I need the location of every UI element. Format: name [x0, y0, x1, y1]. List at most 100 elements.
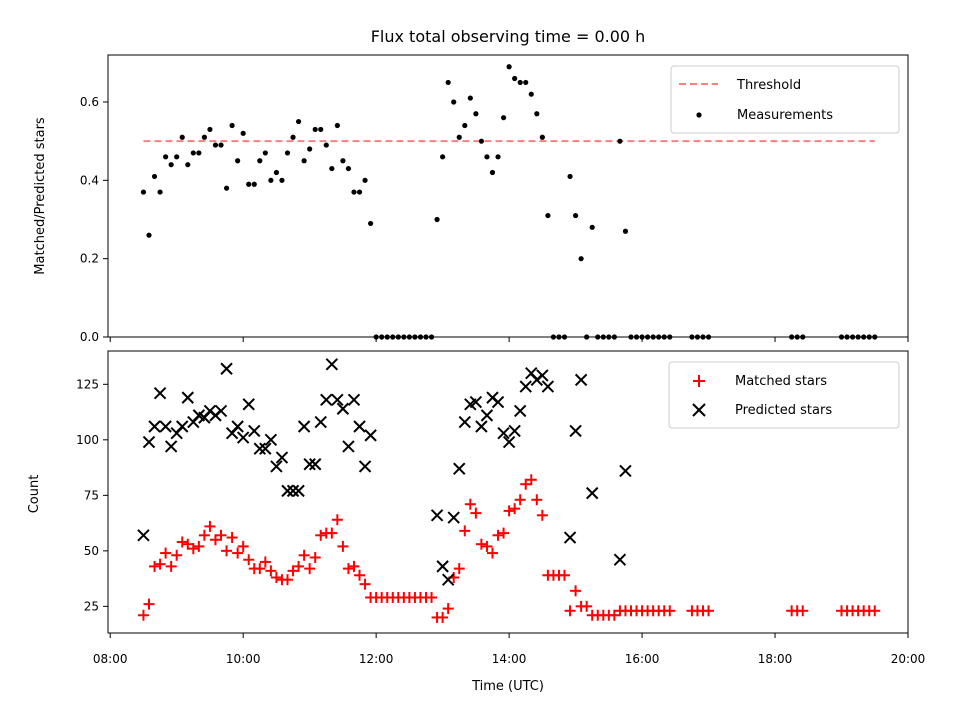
matched-star-marker: [331, 514, 343, 526]
measurement-point: [218, 142, 224, 148]
predicted-star-marker: [469, 395, 483, 409]
predicted-star-marker: [148, 420, 161, 433]
matched-star-marker: [259, 556, 271, 568]
predicted-star-marker: [502, 435, 516, 449]
matched-star-marker: [309, 552, 321, 564]
matched-star-marker: [869, 605, 881, 617]
measurement-point: [517, 79, 523, 86]
legend-predicted-label: Predicted stars: [735, 403, 832, 418]
top-y-axis-label: Matched/Predicted stars: [33, 117, 48, 275]
predicted-star-marker: [619, 464, 632, 478]
measurement-point: [578, 256, 584, 262]
matched-star-marker: [486, 547, 498, 559]
matched-star-marker: [525, 474, 537, 486]
matched-star-marker: [797, 605, 809, 617]
measurement-point: [251, 181, 257, 187]
measurement-point: [622, 228, 629, 234]
measurement-point: [257, 158, 263, 164]
measurement-point: [462, 122, 468, 129]
measurement-point: [567, 173, 573, 180]
predicted-star-marker: [458, 415, 471, 429]
measurement-point: [539, 134, 545, 140]
predicted-star-marker: [569, 424, 582, 438]
x-tick-label: 18:00: [758, 652, 793, 666]
predicted-star-marker: [508, 424, 521, 438]
predicted-star-marker: [430, 509, 444, 522]
predicted-star-marker: [519, 380, 532, 393]
predicted-star-marker: [236, 431, 250, 444]
predicted-star-marker: [220, 362, 233, 375]
matched-star-marker: [475, 538, 487, 550]
x-axis-label: Time (UTC): [471, 679, 544, 694]
bottom-legend-box: [668, 361, 900, 429]
top-y-tick-label: 0.4: [80, 173, 99, 187]
matched-star-marker: [503, 505, 515, 517]
bottom-y-tick-label: 125: [76, 377, 99, 391]
predicted-star-marker: [536, 369, 549, 382]
matched-star-marker: [559, 569, 571, 581]
top-legend: Threshold Measurements: [670, 65, 900, 134]
predicted-star-marker: [153, 386, 167, 400]
matched-star-marker: [492, 529, 504, 541]
matched-star-marker: [232, 547, 244, 559]
bottom-panel: 25 50 75 100 125 08:00 10:00 12:00 14:00 16:00 18:…: [27, 350, 926, 694]
top-y-tick-label: 0.6: [80, 95, 99, 109]
matched-star-marker: [608, 609, 620, 621]
measurement-point: [451, 99, 457, 105]
measurement-point: [512, 75, 518, 82]
matched-star-marker: [459, 525, 471, 537]
predicted-star-marker: [270, 460, 283, 473]
measurement-point: [323, 142, 329, 148]
measurement-point: [212, 142, 219, 148]
matched-star-marker: [226, 532, 238, 544]
measurement-point: [489, 169, 496, 176]
predicted-star-marker: [320, 393, 333, 407]
predicted-star-marker: [308, 458, 322, 471]
legend-measurements-swatch: [696, 112, 702, 118]
measurement-point: [268, 177, 274, 183]
predicted-star-marker: [259, 442, 272, 455]
x-tick-label: 16:00: [625, 652, 660, 666]
measurement-point: [362, 177, 368, 183]
predicted-star-marker: [159, 420, 172, 433]
x-tick-label: 14:00: [492, 652, 527, 666]
legend-measurements-label: Measurements: [737, 108, 833, 123]
matched-star-marker: [204, 520, 216, 532]
matched-star-marker: [165, 560, 177, 572]
x-tick-label: 08:00: [93, 652, 128, 666]
measurement-point: [345, 165, 352, 172]
matched-star-marker: [254, 563, 266, 575]
matched-star-marker: [149, 560, 161, 572]
matched-star-marker: [354, 569, 366, 581]
legend-matched-swatch: [693, 375, 705, 387]
measurement-point: [456, 134, 462, 140]
matched-star-marker: [570, 585, 582, 597]
matched-star-marker: [270, 571, 282, 583]
predicted-star-marker: [453, 462, 466, 475]
measurement-point: [146, 232, 152, 238]
bottom-legend: Matched stars Predicted stars: [668, 361, 900, 429]
matched-star-marker: [243, 554, 255, 566]
matched-star-marker: [470, 507, 482, 519]
matched-star-marker: [215, 529, 227, 541]
matched-star-marker: [581, 600, 593, 612]
bottom-axes-frame: [107, 350, 909, 634]
matched-star-marker: [187, 543, 199, 555]
measurement-point: [445, 79, 451, 86]
measurement-point: [312, 126, 318, 133]
measurement-point: [157, 189, 163, 195]
x-tick-label: 20:00: [891, 652, 926, 666]
predicted-star-marker: [342, 440, 355, 453]
measurement-point: [223, 185, 230, 191]
predicted-star-marker: [441, 573, 455, 586]
predicted-star-marker: [480, 409, 494, 422]
predicted-star-marker: [491, 395, 505, 409]
measurement-point: [473, 111, 479, 117]
matched-star-marker: [293, 560, 305, 572]
predicted-star-marker: [358, 460, 372, 473]
predicted-star-marker: [475, 420, 488, 433]
matched-star-marker: [464, 498, 476, 510]
matched-star-marker: [209, 534, 221, 546]
matched-star-marker: [315, 529, 327, 541]
measurement-point: [163, 154, 169, 160]
